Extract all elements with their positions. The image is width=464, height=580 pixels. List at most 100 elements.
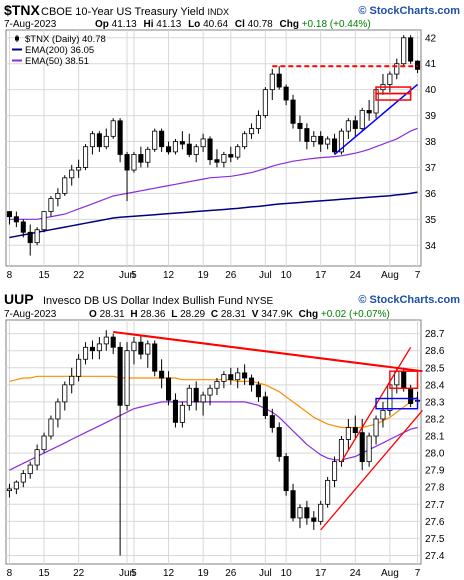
tnx-candle-body: [62, 177, 68, 194]
uup-candle-body: [331, 461, 338, 481]
tnx-x-tick-3: Jun: [119, 270, 135, 281]
uup-y-tick-10: 28.4: [425, 380, 445, 391]
uup-candle-body: [345, 427, 351, 440]
tnx-y-tick-0: 34: [425, 241, 437, 252]
tnx-legend-item-1: EMA(200) 36.05: [25, 45, 94, 56]
uup-candle-body: [276, 427, 282, 457]
tnx-x-tick-9: 10: [281, 270, 293, 281]
uup-candle-body: [373, 418, 379, 437]
tnx-y-tick-8: 42: [425, 33, 437, 44]
uup-candle-body: [172, 399, 179, 423]
tnx-y-tick-1: 35: [425, 215, 437, 226]
uup-header: UUP Invesco DB US Dollar Index Bullish F…: [4, 291, 460, 320]
tnx-candle-body: [414, 60, 421, 70]
uup-y-tick-11: 28.5: [425, 363, 445, 374]
tnx-candle-body: [186, 143, 192, 155]
uup-x-tick-6: 19: [198, 568, 210, 579]
tnx-quote: Op 41.13 Hi 41.13 Lo 40.64 Cl 40.78 Chg …: [95, 19, 371, 30]
uup-y-tick-6: 28.0: [425, 449, 445, 460]
tnx-candle-body: [207, 138, 213, 161]
tnx-x-tick-8: Jul: [259, 270, 272, 281]
tnx-x-tick-4: 5: [131, 270, 137, 281]
uup-candle-body: [62, 384, 68, 403]
tnx-candle-body: [276, 73, 282, 88]
tnx-candle-body: [27, 231, 33, 244]
uup-candle-body: [228, 374, 234, 381]
tnx-candle-body: [48, 198, 54, 212]
tnx-date: 7-Aug-2023: [4, 19, 57, 30]
uup-candle-body: [352, 427, 358, 434]
uup-y-tick-9: 28.3: [425, 397, 445, 408]
tnx-candle-body: [124, 154, 130, 171]
uup-watermark: © StockCharts.com: [358, 294, 460, 306]
tnx-y-tick-3: 37: [425, 163, 437, 174]
tnx-candle-body: [345, 120, 351, 132]
tnx-gap-box-1: [375, 92, 412, 101]
tnx-y-tick-2: 36: [425, 189, 437, 200]
uup-candle-body: [221, 374, 227, 382]
uup-x-tick-0: 8: [7, 568, 13, 579]
tnx-candle-body: [131, 154, 137, 171]
uup-candle-body: [131, 341, 137, 352]
uup-panel: 27.4 27.5 27.6 27.7 27.8 27.9 28.0 28.1 28.2 28.3…: [5, 319, 445, 579]
tnx-candle-body: [152, 130, 158, 150]
uup-y-tick-4: 27.8: [425, 483, 445, 494]
tnx-candle-body: [394, 63, 400, 75]
uup-candle-body: [262, 396, 268, 416]
tnx-candle-body: [255, 115, 262, 129]
tnx-candle-body: [55, 192, 61, 199]
uup-candle-body: [48, 418, 54, 437]
uup-candle-body: [34, 449, 40, 466]
tnx-candle-body: [221, 154, 227, 163]
tnx-candle-body: [145, 148, 151, 163]
uup-candle-body: [235, 372, 241, 381]
tnx-x-tick-2: 22: [73, 270, 85, 281]
uup-candle-body: [283, 456, 289, 492]
tnx-y-tick-5: 39: [425, 111, 437, 122]
uup-candle-body: [13, 481, 19, 490]
uup-y-tick-5: 27.9: [425, 466, 445, 477]
tnx-candle-body: [172, 141, 179, 153]
tnx-candle-body: [103, 135, 109, 148]
tnx-candle-body: [338, 130, 345, 153]
tnx-candle-body: [408, 37, 414, 62]
tnx-candle-body: [179, 141, 185, 145]
uup-y-tick-1: 27.5: [425, 534, 445, 545]
uup-y-tick-13: 28.7: [425, 329, 445, 340]
tnx-candle-body: [200, 138, 206, 148]
uup-candle-body: [304, 507, 310, 519]
tnx-candle-body: [290, 99, 296, 124]
tnx-candle-body: [366, 109, 372, 114]
uup-candle-body: [103, 336, 109, 345]
tnx-candle-body: [165, 146, 172, 153]
uup-candle-body: [269, 415, 275, 428]
uup-x-tick-2: 22: [73, 568, 85, 579]
uup-candle-body: [82, 346, 89, 360]
uup-candle-body: [117, 346, 123, 406]
uup-x-tick-5: 12: [163, 568, 175, 579]
tnx-plot-area: [5, 29, 422, 267]
tnx-candle-body: [138, 154, 144, 163]
uup-candle-body: [110, 336, 116, 348]
uup-candle-body: [165, 377, 172, 401]
tnx-candle-body: [228, 154, 234, 158]
tnx-candle-body: [89, 133, 96, 148]
tnx-y-tick-6: 40: [425, 85, 437, 96]
uup-candle-body: [152, 343, 158, 372]
uup-resistance-trendline: [113, 330, 423, 373]
tnx-x-tick-7: 26: [225, 270, 237, 281]
tnx-candle-body: [82, 146, 89, 168]
tnx-candle-body: [34, 229, 40, 244]
uup-candle-body: [89, 346, 96, 352]
tnx-legend-item-2: EMA(50) 38.51: [25, 56, 89, 67]
uup-candle-body: [27, 464, 33, 474]
tnx-support-trendline: [334, 83, 419, 156]
tnx-x-tick-10: 17: [315, 270, 327, 281]
tnx-candle-body: [401, 37, 407, 65]
uup-date: 7-Aug-2023: [4, 309, 57, 320]
uup-candle-body: [193, 387, 199, 403]
tnx-candle-body: [359, 109, 365, 129]
uup-x-tick-12: Aug: [381, 568, 399, 579]
uup-gap-box-blue: [375, 397, 419, 410]
